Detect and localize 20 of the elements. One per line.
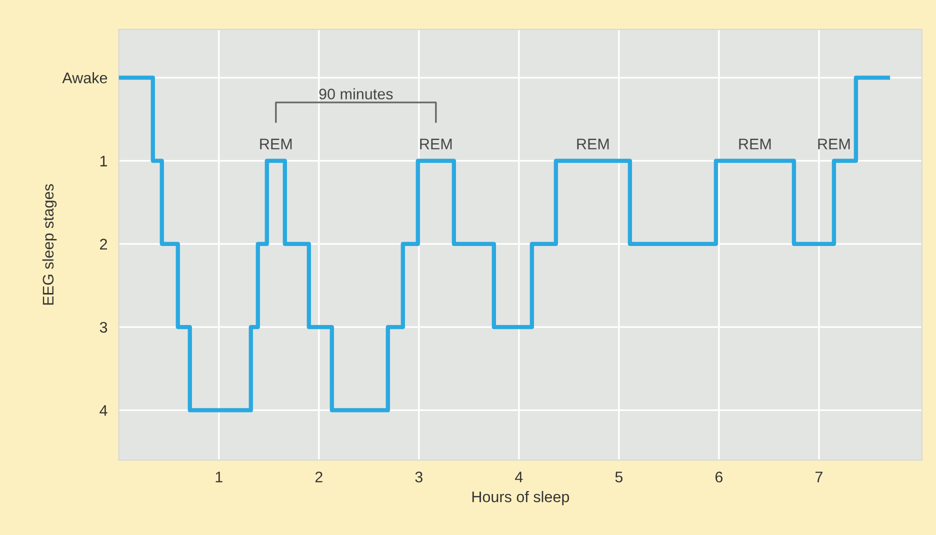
annotation: REM	[577, 138, 609, 150]
x-tick-label: 5	[615, 472, 623, 482]
annotation: REM	[420, 138, 452, 150]
annotation: REM	[739, 138, 771, 150]
x-tick-label: 2	[315, 472, 322, 482]
annotation: REM	[260, 138, 292, 150]
y-axis-title: EEG sleep stages	[42, 184, 57, 305]
annotation: REM	[818, 138, 850, 150]
y-tick-label: Awake	[62, 72, 108, 84]
x-tick-label: 1	[216, 472, 222, 482]
x-tick-label: 4	[515, 472, 523, 482]
x-axis-title: Hours of sleep	[472, 491, 570, 506]
y-tick-label: 3	[100, 322, 108, 333]
y-tick-label: 2	[100, 238, 107, 250]
x-tick-label: 7	[815, 472, 822, 482]
annotation: 90 minutes	[319, 88, 393, 100]
y-tick-label: 1	[100, 156, 108, 166]
y-tick-label: 4	[100, 405, 108, 416]
x-tick-label: 3	[415, 472, 422, 482]
x-tick-label: 6	[715, 472, 723, 482]
